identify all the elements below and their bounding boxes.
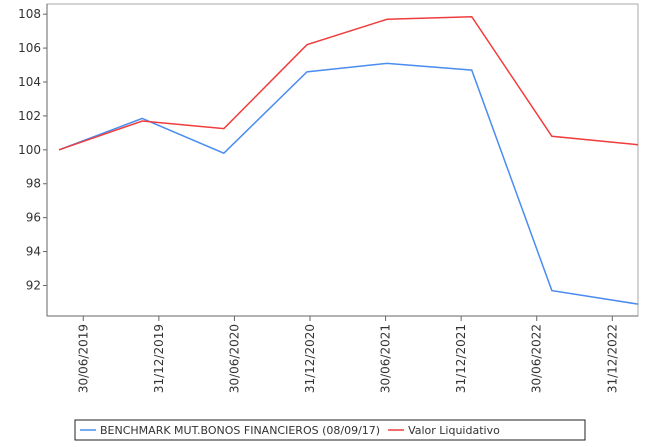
y-tick-label: 100 — [18, 143, 41, 157]
x-tick-label: 30/06/2022 — [530, 324, 544, 393]
y-tick-label: 102 — [18, 109, 41, 123]
x-tick-label: 31/12/2019 — [152, 324, 166, 393]
y-tick-label: 96 — [26, 211, 41, 225]
y-tick-label: 94 — [26, 245, 41, 259]
x-tick-label: 31/12/2022 — [605, 324, 619, 393]
legend: BENCHMARK MUT.BONOS FINANCIEROS (08/09/1… — [74, 419, 586, 441]
y-tick-label: 104 — [18, 75, 41, 89]
x-tick-label: 31/12/2020 — [303, 324, 317, 393]
x-tick-label: 30/06/2020 — [227, 324, 241, 393]
legend-label: Valor Liquidativo — [408, 424, 500, 437]
legend-box — [74, 419, 586, 441]
x-tick-label: 30/06/2021 — [379, 324, 393, 393]
plot-frame — [46, 3, 639, 317]
series-line — [58, 15, 639, 151]
x-tick-label: 30/06/2019 — [76, 324, 90, 393]
y-tick-label: 108 — [18, 7, 41, 21]
y-tick-label: 106 — [18, 41, 41, 55]
legend-label: BENCHMARK MUT.BONOS FINANCIEROS (08/09/1… — [100, 424, 380, 437]
series-line — [58, 62, 639, 305]
y-tick-label: 98 — [26, 177, 41, 191]
x-tick-label: 31/12/2021 — [454, 324, 468, 393]
y-tick-label: 92 — [26, 278, 41, 292]
